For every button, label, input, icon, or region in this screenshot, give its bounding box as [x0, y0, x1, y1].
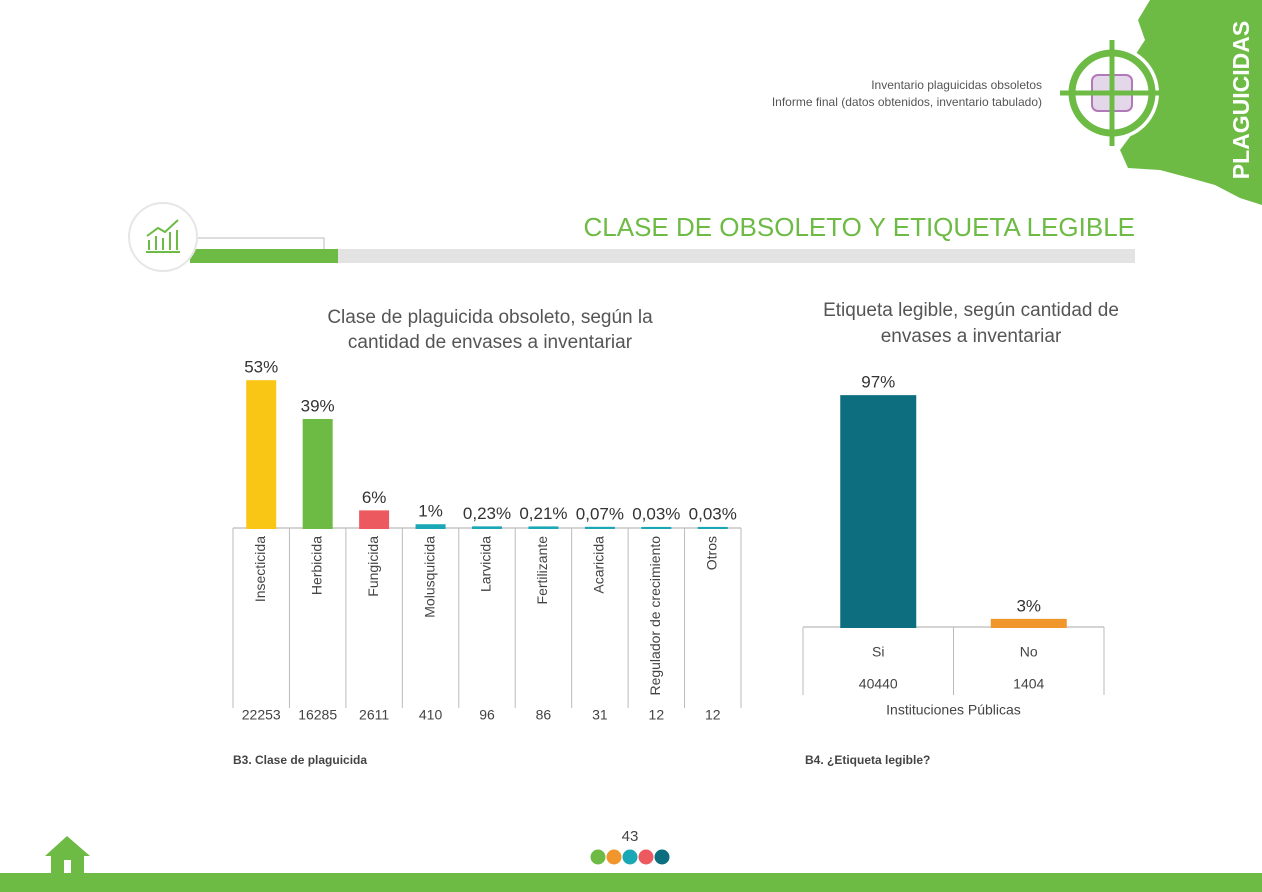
- section-icon-graph: [146, 219, 180, 253]
- category-label: Insecticida: [252, 536, 268, 602]
- category-label: Larvicida: [478, 536, 494, 592]
- home-door: [64, 860, 71, 873]
- value-label: 39%: [301, 396, 335, 415]
- header-line: Inventario plaguicidas obsoletos: [871, 78, 1042, 92]
- dot: [654, 849, 670, 865]
- chart-title: Etiqueta legible, según cantidad de: [823, 300, 1119, 321]
- dot: [606, 849, 622, 865]
- category-label: Herbicida: [308, 536, 324, 595]
- section-bar: [190, 249, 1135, 263]
- count-label: 16285: [298, 707, 337, 723]
- value-label: 0,03%: [632, 504, 680, 523]
- splash: [1120, 0, 1262, 205]
- value-label: 0,07%: [576, 504, 624, 523]
- category-label: No: [1020, 644, 1038, 660]
- value-label: 6%: [362, 488, 387, 507]
- category-label: Fertilizante: [534, 536, 550, 605]
- section-title: CLASE DE OBSOLETO Y ETIQUETA LEGIBLE: [583, 212, 1135, 242]
- dot: [622, 849, 638, 865]
- value-label: 53%: [244, 358, 278, 377]
- bar: [302, 418, 333, 529]
- chart-title: cantidad de envases a inventariar: [348, 332, 633, 353]
- category-label: Acaricida: [591, 536, 607, 594]
- category-label: Fungicida: [365, 536, 381, 597]
- dot: [638, 849, 654, 865]
- bar: [246, 380, 277, 529]
- chart-title: envases a inventariar: [881, 326, 1062, 347]
- count-label: 410: [419, 707, 443, 723]
- category-label: Otros: [703, 536, 719, 570]
- count-label: 12: [705, 707, 721, 723]
- value-label: 0,03%: [689, 504, 737, 523]
- connector: [193, 237, 325, 249]
- bar: [415, 524, 446, 529]
- value-label: 0,23%: [463, 504, 511, 523]
- dot: [590, 849, 606, 865]
- chart-note: B3. Clase de plaguicida: [233, 753, 367, 767]
- home-icon[interactable]: [45, 836, 90, 873]
- value-label: 0,21%: [519, 504, 567, 523]
- count-label: 22253: [242, 707, 281, 723]
- category-label: Si: [872, 644, 884, 660]
- header-line: Informe final (datos obtenidos, inventar…: [772, 95, 1042, 109]
- chart-note: B4. ¿Etiqueta legible?: [805, 753, 930, 767]
- bar: [472, 526, 502, 530]
- count-label: 40440: [859, 676, 898, 692]
- count-label: 31: [592, 707, 608, 723]
- count-label: 2611: [359, 707, 389, 723]
- bar: [990, 618, 1067, 628]
- section-icon: [128, 202, 198, 272]
- count-label: 1404: [1013, 676, 1044, 692]
- chart-title: Clase de plaguicida obsoleto, según la: [327, 307, 653, 328]
- x-axis-label: Instituciones Públicas: [886, 702, 1021, 718]
- category-label: Molusquicida: [421, 536, 437, 618]
- count-label: 12: [649, 707, 665, 723]
- bar: [528, 526, 559, 529]
- count-label: 96: [479, 707, 495, 723]
- category-label: Regulador de crecimiento: [647, 536, 663, 696]
- tab-label: PLAGUICIDAS: [1228, 21, 1254, 179]
- footer-bar: [0, 873, 1262, 892]
- count-label: 86: [536, 707, 552, 723]
- page-number: 43: [622, 828, 639, 845]
- bar: [359, 510, 390, 530]
- value-label: 1%: [418, 502, 443, 521]
- value-label: 3%: [1016, 596, 1041, 615]
- value-label: 97%: [861, 373, 895, 392]
- bar: [840, 395, 917, 629]
- section-bar-accent: [190, 249, 338, 263]
